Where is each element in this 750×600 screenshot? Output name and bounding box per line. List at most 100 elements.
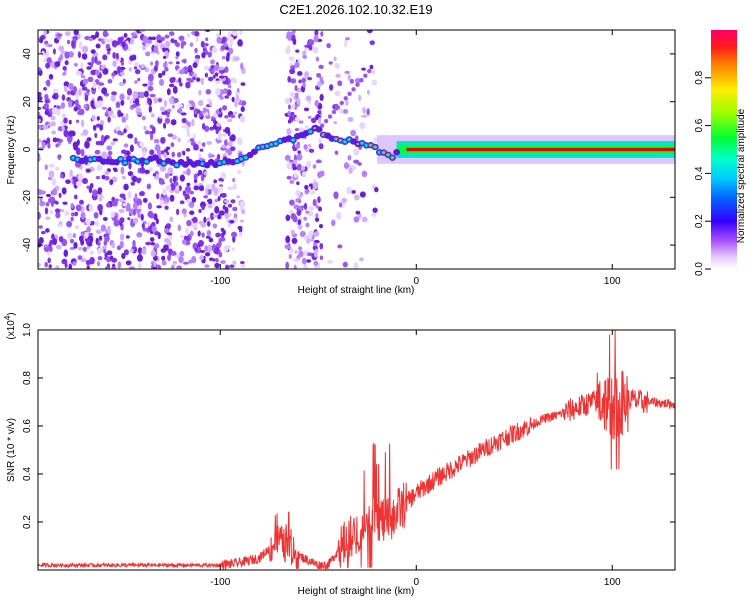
spectrogram-noise-cell: [113, 219, 120, 227]
spectrogram-noise-cell: [295, 198, 301, 203]
spectrogram-noise-cell: [218, 251, 223, 258]
spectrogram-noise-cell: [101, 106, 107, 110]
spectrogram-noise-cell: [48, 163, 55, 168]
spectrogram-noise-cell: [230, 134, 236, 142]
signal-branch-cell: [327, 114, 333, 119]
spectrogram-noise-cell: [166, 113, 170, 118]
spectrogram-noise-cell: [186, 126, 190, 135]
spectrogram-noise-cell: [142, 45, 147, 51]
spectrogram-noise-cell: [231, 30, 238, 37]
spectrogram-noise-cell: [220, 45, 226, 51]
spectrogram-noise-cell: [199, 255, 204, 261]
spectrogram-noise-cell: [296, 209, 302, 216]
spectrogram-noise-cell: [302, 50, 307, 56]
spectrogram-noise-cell: [136, 208, 140, 215]
spectrogram-noise-cell: [153, 138, 160, 144]
spectrogram-noise-cell: [153, 243, 160, 249]
spectrogram-noise-cell: [58, 139, 63, 143]
colorbar-tick-label: 0.2: [694, 214, 705, 228]
spectrogram-noise-cell: [317, 80, 322, 88]
spectrogram-noise-cell: [178, 107, 183, 115]
spectrogram-noise-cell: [176, 151, 182, 158]
spectrogram-noise-cell: [72, 141, 79, 149]
spectrogram-noise-cell: [91, 114, 96, 122]
spectrogram-noise-cell: [188, 64, 192, 70]
signal-blob-hot: [369, 144, 373, 147]
spectrogram-noise-cell: [107, 116, 111, 123]
spectrogram-noise-cell: [295, 49, 300, 53]
signal-blob-cyan: [308, 130, 313, 134]
spectrogram-noise-cell: [136, 177, 141, 184]
spectrogram-noise-cell: [234, 100, 238, 108]
signal-blob-cyan: [71, 156, 76, 160]
spectrogram-noise-cell: [136, 232, 143, 238]
signal-blob-hot: [390, 156, 394, 159]
spectrogram-noise-cell: [43, 103, 49, 109]
spectrogram-noise-cell: [96, 116, 100, 121]
spectrogram-noise-cell: [45, 228, 50, 233]
spectrogram-noise-cell: [154, 144, 161, 152]
spectrogram-noise-cell: [98, 197, 103, 202]
spectrogram-noise-cell: [345, 99, 349, 106]
spectrogram-noise-cell: [297, 150, 302, 155]
spectrogram-noise-cell: [287, 104, 292, 110]
spectrogram-noise-cell: [87, 62, 93, 66]
colorbar-tick-label: 0.8: [694, 70, 705, 84]
spectrogram-noise-cell: [97, 85, 101, 91]
spectrogram-noise-cell: [142, 197, 148, 203]
spectrogram-noise-cell: [312, 46, 319, 54]
spectrogram-noise-cell: [55, 265, 60, 269]
spectrogram-noise-cell: [294, 116, 300, 123]
spectrogram-noise-cell: [202, 107, 207, 114]
spectrogram-noise-cell: [219, 186, 223, 192]
spectrogram-noise-cell: [289, 68, 296, 75]
spectrogram-noise-cell: [181, 67, 185, 75]
spectrogram-noise-cell: [198, 220, 204, 225]
spectrogram-noise-cell: [201, 123, 206, 130]
spectrogram-noise-cell: [296, 87, 302, 93]
spectrogram-noise-cell: [139, 92, 145, 98]
spectrogram-noise-cell: [319, 223, 323, 229]
spectrogram-noise-cell: [231, 247, 236, 251]
spectrogram-noise-cell: [166, 88, 171, 96]
spectrogram-noise-cell: [186, 182, 191, 187]
snr-scale-exponent: 4: [3, 315, 12, 320]
spectrogram-noise-cell: [240, 82, 246, 86]
spectrogram-noise-cell: [221, 144, 227, 149]
spectrogram-noise-cell: [114, 198, 119, 202]
spectrogram-noise-cell: [38, 188, 43, 196]
spectrogram-noise-cell: [97, 247, 103, 254]
spectrogram-noise-cell: [159, 106, 166, 112]
spectrogram-noise-cell: [307, 76, 312, 81]
snr-scale-label: (x10: [6, 320, 17, 340]
spectrogram-noise-cell: [189, 230, 194, 237]
spectrogram-noise-cell: [224, 199, 230, 204]
spectrogram-noise-cell: [109, 179, 114, 186]
spectrogram-noise-cell: [97, 203, 103, 212]
spectrogram-noise-cell: [63, 129, 69, 138]
spectrogram-noise-cell: [66, 90, 71, 96]
spectrogram-noise-cell: [187, 121, 191, 128]
spectrogram-noise-cell: [301, 77, 306, 84]
spectrogram-noise-cell: [61, 187, 67, 195]
spectrogram-noise-cell: [145, 51, 151, 57]
spectrogram-noise-cell: [84, 231, 89, 239]
spectrogram-noise-cell: [182, 58, 187, 64]
spectrogram-noise-cell: [303, 234, 308, 241]
spectrogram-noise-cell: [38, 67, 42, 72]
spectrogram-noise-cell: [74, 99, 79, 107]
signal-branch-cell: [339, 100, 344, 106]
spectrogram-noise-cell: [214, 64, 220, 72]
spectrogram-noise-cell: [315, 204, 319, 209]
spectrogram-noise-cell: [192, 242, 199, 250]
spectrogram-noise-cell: [205, 37, 209, 42]
spectrogram-noise-cell: [153, 97, 158, 104]
spectrogram-noise-cell: [203, 195, 209, 199]
spectrogram-noise-cell: [147, 36, 153, 41]
spectrogram-noise-cell: [86, 137, 92, 142]
spectrogram-noise-cell: [94, 102, 99, 108]
spectrogram-noise-cell: [98, 82, 105, 86]
spectrogram-noise-cell: [317, 196, 321, 204]
signal-blob-outer: [393, 149, 401, 156]
